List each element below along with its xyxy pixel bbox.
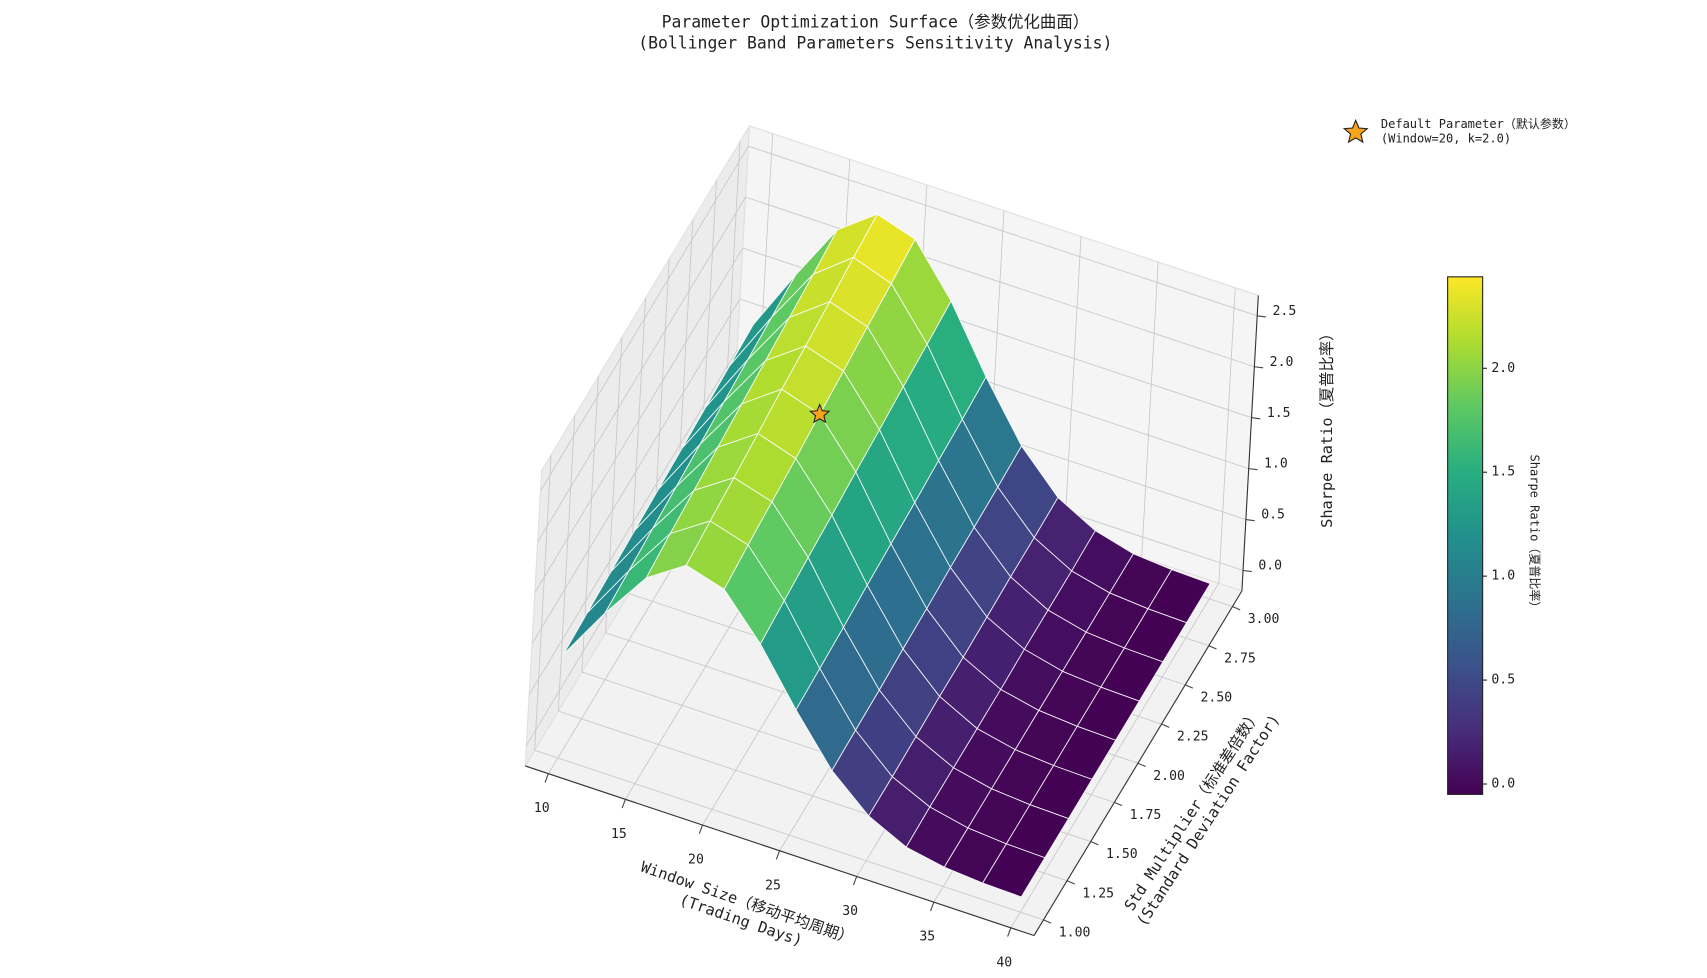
- y-tick: [1137, 762, 1146, 767]
- z-axis-title: Sharpe Ratio（夏普比率）: [1318, 326, 1336, 528]
- y-tick: [1043, 919, 1052, 924]
- plot-root: Parameter Optimization Surface（参数优化曲面） (…: [524, 12, 1576, 970]
- surface-patch: [982, 843, 1046, 898]
- grid-line: [1064, 236, 1082, 532]
- x-tick: [775, 850, 781, 860]
- y-tick-label: 1.00: [1059, 926, 1091, 941]
- z-tick: [1242, 569, 1252, 573]
- colorbar: [1447, 276, 1484, 795]
- colorbar-title: Sharpe Ratio（夏普比率）: [1528, 455, 1543, 614]
- y-tick: [1090, 841, 1099, 846]
- x-tick-label: 10: [534, 801, 550, 816]
- y-tick-label: 1.50: [1106, 847, 1138, 862]
- y-tick-label: 2.00: [1153, 769, 1185, 784]
- x-tick-label: 15: [611, 827, 627, 842]
- z-tick: [1257, 315, 1267, 318]
- grid-line: [534, 247, 744, 593]
- x-axis-title: Window Size（移动平均周期） (Trading Days): [638, 858, 855, 950]
- z-axis-line: [1241, 295, 1259, 591]
- x-tick: [621, 799, 626, 809]
- y-tick: [1232, 606, 1241, 611]
- y-tick-label: 2.25: [1177, 730, 1209, 745]
- grid-line: [1141, 262, 1159, 558]
- colorbar-tick-label: 0.5: [1491, 673, 1515, 688]
- z-tick: [1248, 468, 1258, 471]
- colorbar-tick-label: 0.0: [1491, 776, 1515, 791]
- y-tick-label: 1.75: [1130, 808, 1162, 823]
- legend-label: Default Parameter（默认参数）: [1381, 116, 1576, 131]
- grid-line: [534, 454, 552, 751]
- z-tick-label: 0.0: [1258, 559, 1282, 574]
- grid-line: [557, 415, 576, 712]
- x-tick-label: 20: [688, 853, 704, 868]
- grid-line: [531, 298, 741, 644]
- z-tick-label: 0.5: [1261, 508, 1285, 523]
- default-marker: [809, 403, 831, 424]
- x-tick: [852, 876, 858, 886]
- z-tick: [1251, 417, 1261, 420]
- y-tick: [1208, 645, 1217, 650]
- y-tick-label: 2.75: [1224, 651, 1256, 666]
- x-axis-line: [525, 765, 1035, 937]
- y-tick-label: 2.50: [1201, 691, 1233, 706]
- x-tick: [930, 901, 935, 912]
- colorbar-tick-label: 1.5: [1491, 465, 1515, 480]
- x-tick-label: 25: [765, 878, 781, 893]
- x-axis-title-line: Window Size（移动平均周期）: [638, 858, 855, 948]
- x-tick-label: 30: [842, 904, 858, 919]
- grid-line: [1218, 287, 1236, 584]
- y-tick-label: 1.25: [1082, 886, 1114, 901]
- x-tick: [1007, 927, 1012, 937]
- y-tick: [1185, 684, 1194, 689]
- x-tick-label: 40: [996, 955, 1012, 970]
- colorbar-tick-label: 2.0: [1491, 361, 1515, 376]
- legend-label: (Window=20, k=2.0): [1381, 131, 1511, 145]
- chart-subtitle: (Bollinger Band Parameters Sensitivity A…: [638, 33, 1112, 52]
- x-tick: [698, 824, 704, 834]
- grid-line: [528, 349, 738, 695]
- chart-title: Parameter Optimization Surface（参数优化曲面）: [662, 12, 1090, 31]
- grid-line: [745, 196, 1255, 368]
- grid-line: [534, 749, 1044, 921]
- y-tick-label: 3.00: [1248, 612, 1280, 627]
- legend-marker: [1342, 118, 1369, 144]
- z-tick-label: 2.5: [1273, 304, 1297, 319]
- z-tick-label: 1.5: [1267, 406, 1291, 421]
- colorbar-tick-label: 1.0: [1491, 569, 1515, 584]
- z-tick: [1254, 366, 1264, 369]
- grid-line: [537, 196, 746, 543]
- grid-line: [748, 145, 1258, 317]
- z-tick-label: 1.0: [1264, 457, 1288, 472]
- y-axis-line: [1033, 590, 1243, 936]
- y-tick: [1114, 801, 1123, 807]
- x-tick-label: 35: [919, 930, 935, 945]
- y-tick: [1161, 723, 1170, 728]
- z-tick: [1245, 519, 1255, 522]
- z-tick-label: 2.0: [1270, 355, 1294, 370]
- grid-line: [540, 145, 749, 492]
- x-tick: [544, 773, 549, 783]
- y-tick: [1066, 880, 1075, 885]
